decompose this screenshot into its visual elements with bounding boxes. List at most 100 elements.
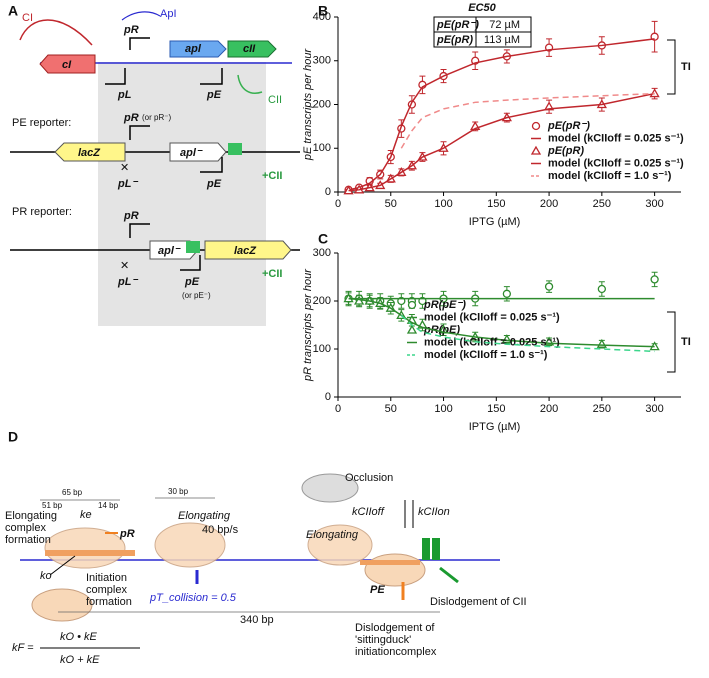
label: pR (119, 528, 135, 540)
legend-label: model (kCIIoff = 1.0 s⁻¹) (548, 170, 672, 182)
x-tick-label: 100 (434, 403, 452, 415)
x-tick-label: 250 (593, 403, 611, 415)
series-line (348, 38, 655, 191)
label: kF = (12, 642, 34, 654)
label: CI (22, 12, 33, 24)
mutation-x: ✕ (120, 260, 129, 272)
legend-label: pE(pR⁻) (547, 120, 590, 132)
label: Dislodgement of CII (430, 596, 527, 608)
marker (597, 284, 606, 294)
x-tick-label: 300 (645, 198, 663, 210)
label: PR reporter: (12, 206, 72, 218)
y-tick-label: 200 (313, 98, 331, 110)
label: apl⁻ (158, 245, 181, 257)
arrow (439, 566, 459, 584)
label: kO + kE (60, 654, 100, 666)
label: 51 bp (42, 501, 63, 510)
label: Elongating (306, 529, 359, 541)
x-axis-label: IPTG (µM) (469, 216, 521, 228)
promoter-arrow (129, 223, 150, 238)
panel-label: C (318, 231, 328, 247)
label: pL (117, 89, 132, 101)
cii-protein (432, 538, 440, 560)
y-axis-label: pR transcripts per hour (302, 268, 314, 382)
x-tick-label: 0 (335, 198, 341, 210)
panel-label: D (8, 429, 18, 445)
marker (649, 88, 660, 98)
table-text: 113 µM (484, 34, 520, 46)
gene-cii (227, 40, 277, 58)
shaded-region (98, 62, 266, 326)
x-tick-label: 50 (385, 198, 397, 210)
polymerase (44, 527, 126, 569)
label: Occlusion (345, 472, 393, 484)
x-tick-label: 150 (487, 403, 505, 415)
label: pR (123, 112, 139, 124)
panel-d-labels: 65 bp 51 bp 14 bp 30 bp Elongating compl… (5, 472, 527, 666)
legend-label: model (kCIIoff = 0.025 s⁻¹) (548, 157, 684, 169)
promoter-box (45, 550, 135, 556)
ti-bracket (667, 311, 676, 373)
label: cI (62, 59, 72, 71)
ti-bracket (667, 39, 676, 95)
marker (596, 338, 607, 348)
table-text: pE(pR) (436, 34, 473, 46)
gene-lacz (54, 142, 126, 162)
polymerase (31, 588, 93, 622)
annotation: TI (681, 336, 691, 348)
legend-label: model (kCIIoff = 1.0 s⁻¹) (424, 349, 548, 361)
y-tick-label: 200 (313, 295, 331, 307)
x-tick-label: 200 (540, 198, 558, 210)
cii-fragment (186, 241, 200, 253)
series-line (348, 92, 655, 192)
series-line (348, 297, 655, 348)
panel-d (20, 473, 500, 649)
series-line (400, 92, 655, 149)
x-tick-label: 0 (335, 403, 341, 415)
label: pE (206, 89, 222, 101)
label: +CII (262, 170, 282, 182)
promoter-box (360, 560, 420, 565)
label: 65 bp (62, 488, 83, 497)
marker (544, 282, 554, 291)
x-tick-label: 150 (487, 198, 505, 210)
legend-swatch (406, 324, 418, 334)
x-tick-label: 50 (385, 403, 397, 415)
legend-label: model (kCIIoff = 0.025 s⁻¹) (548, 132, 684, 144)
repression-arrow (19, 19, 93, 46)
arrow (49, 555, 76, 576)
label: apl⁻ (180, 147, 203, 159)
label: pT_collision = 0.5 (149, 592, 237, 604)
y-tick-label: 400 (313, 11, 331, 23)
table-text: 72 µM (489, 19, 520, 31)
label: pR (123, 210, 139, 222)
table-title: EC50 (468, 2, 496, 14)
y-tick-label: 0 (325, 391, 331, 403)
label: pL⁻ (117, 178, 138, 190)
y-tick-label: 100 (313, 343, 331, 355)
label: CII (268, 94, 282, 106)
label: kO • kE (60, 631, 98, 643)
label: 40 bp/s (202, 524, 239, 536)
legend-label: pE(pR) (547, 145, 584, 157)
promoter-arrow (129, 125, 150, 140)
polymerase (364, 553, 426, 587)
promoter-arrow (129, 37, 150, 50)
y-axis-label: pE transcripts per hour (302, 48, 314, 162)
label: 'sittingduck' (355, 634, 411, 646)
label: ko (40, 570, 52, 582)
x-axis-label: IPTG (µM) (469, 421, 521, 433)
x-tick-label: 250 (593, 198, 611, 210)
label: pL⁻ (117, 276, 138, 288)
label: pR (123, 24, 139, 36)
legend-swatch (530, 145, 542, 155)
y-tick-label: 0 (325, 186, 331, 198)
gene-apl (169, 40, 227, 58)
label: Elongating (5, 510, 57, 522)
table-cell (475, 31, 532, 48)
legend-label: pR(pE⁻) (423, 299, 466, 311)
label: initiationcomplex (355, 646, 437, 658)
marker (650, 275, 659, 284)
y-tick-label: 100 (313, 142, 331, 154)
